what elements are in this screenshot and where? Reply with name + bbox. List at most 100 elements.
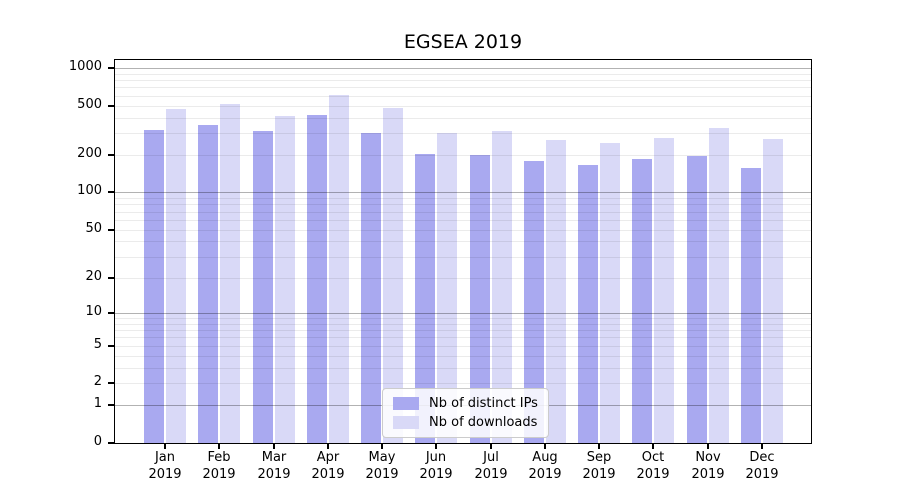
x-tick-mark-may [381,443,383,449]
bar-downloads-feb [220,104,240,443]
grid-layer [115,60,811,443]
y-tick-mark-10 [108,312,114,314]
x-tick-mark-aug [544,443,546,449]
bar-distinct-ips-aug [524,161,544,443]
y-tick-label-1: 1 [93,396,102,411]
gridline-1000 [115,68,811,69]
bar-downloads-apr [329,95,349,443]
gridline-800 [115,80,811,81]
x-tick-mark-jun [435,443,437,449]
x-tick-mark-dec [761,443,763,449]
gridline-30 [115,257,811,258]
gridline-20 [115,278,811,279]
x-tick-mark-mar [273,443,275,449]
y-tick-label-5: 5 [93,337,102,352]
x-tick-label-jan: Jan 2019 [148,450,182,482]
y-tick-mark-20 [108,277,114,279]
bar-distinct-ips-may [361,133,381,443]
bar-downloads-dec [763,139,783,443]
gridline-4 [115,356,811,357]
x-tick-mark-oct [652,443,654,449]
x-tick-mark-apr [327,443,329,449]
bar-downloads-aug [546,140,566,443]
plot-area: Nb of distinct IPs Nb of downloads [114,59,812,444]
x-tick-mark-jan [164,443,166,449]
bar-downloads-jul [492,131,512,443]
chart-title: EGSEA 2019 [403,31,523,53]
x-tick-label-nov: Nov 2019 [691,450,725,482]
x-tick-label-apr: Apr 2019 [311,450,345,482]
gridline-900 [115,74,811,75]
legend-label-distinct-ips: Nb of distinct IPs [429,396,538,411]
bar-downloads-may [383,108,403,443]
x-tick-label-may: May 2019 [365,450,399,482]
legend-item-distinct-ips: Nb of distinct IPs [393,394,538,413]
gridline-80 [115,204,811,205]
y-tick-label-50: 50 [85,221,102,236]
y-tick-label-10: 10 [85,304,102,319]
gridline-3 [115,368,811,369]
gridline-200 [115,155,811,156]
x-tick-label-jul: Jul 2019 [474,450,508,482]
bar-distinct-ips-dec [741,168,761,443]
x-tick-label-sep: Sep 2019 [582,450,616,482]
gridline-400 [115,118,811,119]
gridline-6 [115,337,811,338]
y-tick-mark-100 [108,191,114,193]
x-tick-mark-nov [707,443,709,449]
bar-downloads-nov [709,128,729,443]
gridline-600 [115,96,811,97]
bar-distinct-ips-mar [253,131,273,443]
bar-distinct-ips-jul [470,155,490,443]
y-tick-mark-0 [108,442,114,444]
x-tick-mark-feb [218,443,220,449]
gridline-5 [115,346,811,347]
y-tick-mark-1000 [108,67,114,69]
x-tick-label-jun: Jun 2019 [419,450,453,482]
y-tick-mark-200 [108,154,114,156]
bars-layer [115,60,811,443]
x-tick-label-aug: Aug 2019 [528,450,562,482]
bar-distinct-ips-nov [687,156,707,443]
y-tick-mark-50 [108,229,114,231]
bar-downloads-jan [166,109,186,443]
gridline-9 [115,318,811,319]
gridline-90 [115,198,811,199]
gridline-100 [115,192,811,193]
y-tick-label-0: 0 [93,434,102,449]
gridline-50 [115,230,811,231]
gridline-500 [115,106,811,107]
gridline-40 [115,241,811,242]
legend: Nb of distinct IPs Nb of downloads [382,388,549,438]
y-tick-mark-1 [108,404,114,406]
y-tick-label-2: 2 [93,374,102,389]
y-tick-label-100: 100 [77,183,102,198]
bar-downloads-oct [654,138,674,443]
bar-distinct-ips-jun [415,154,435,443]
x-tick-label-oct: Oct 2019 [636,450,670,482]
x-tick-mark-sep [598,443,600,449]
bar-distinct-ips-sep [578,165,598,443]
y-tick-label-500: 500 [77,97,102,112]
bar-distinct-ips-apr [307,115,327,443]
bar-distinct-ips-oct [632,159,652,443]
legend-item-downloads: Nb of downloads [393,413,538,432]
x-tick-mark-jul [490,443,492,449]
y-tick-label-20: 20 [85,269,102,284]
x-tick-label-feb: Feb 2019 [202,450,236,482]
y-tick-label-1000: 1000 [68,59,102,74]
y-tick-mark-500 [108,105,114,107]
legend-swatch-downloads [393,416,419,429]
gridline-8 [115,324,811,325]
gridline-7 [115,330,811,331]
legend-label-downloads: Nb of downloads [429,415,538,430]
bar-downloads-jun [437,133,457,443]
x-tick-label-mar: Mar 2019 [257,450,291,482]
y-tick-mark-2 [108,382,114,384]
gridline-300 [115,133,811,134]
gridline-70 [115,212,811,213]
bar-downloads-mar [275,116,295,443]
y-tick-label-200: 200 [77,146,102,161]
gridline-2 [115,383,811,384]
